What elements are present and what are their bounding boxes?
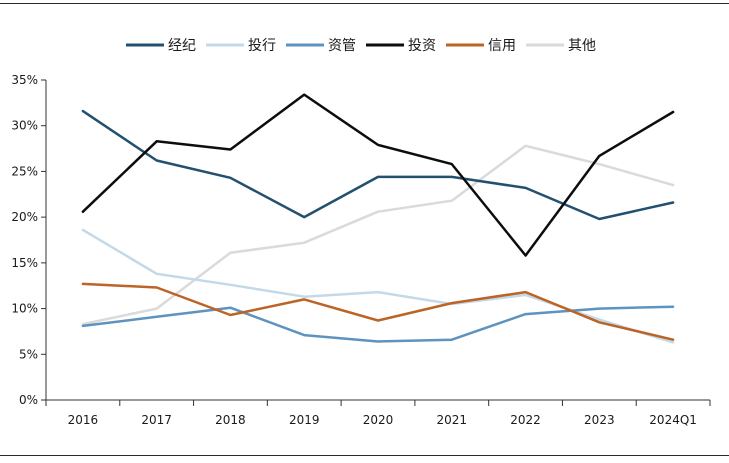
x-tick-label: 2024Q1 <box>649 413 697 427</box>
top-border <box>0 3 729 4</box>
x-tick-label: 2023 <box>584 413 615 427</box>
x-tick-label: 2020 <box>363 413 394 427</box>
y-tick-label: 15% <box>11 256 38 270</box>
y-tick-label: 25% <box>11 164 38 178</box>
y-tick-label: 0% <box>19 393 38 407</box>
x-tick-label: 2021 <box>437 413 468 427</box>
series-line-2 <box>81 228 675 344</box>
legend-label-5: 信用 <box>488 38 516 54</box>
series-line-5 <box>81 282 675 341</box>
legend-label-4: 投资 <box>408 38 436 54</box>
legend-label-2: 投行 <box>248 38 276 54</box>
legend: 经纪 投行 资管 投资 信用 其他 <box>126 38 596 54</box>
series-line-3 <box>81 305 675 343</box>
series-line-6 <box>81 144 675 326</box>
y-tick-label: 30% <box>11 119 38 133</box>
x-tick-label: 2022 <box>510 413 541 427</box>
y-tick-label: 5% <box>19 347 38 361</box>
x-tick-label: 2018 <box>215 413 246 427</box>
series-line-4 <box>81 93 675 257</box>
series-line-1 <box>81 109 675 221</box>
legend-label-6: 其他 <box>568 38 596 54</box>
legend-label-1: 经纪 <box>168 38 196 54</box>
x-tick-label: 2016 <box>68 413 99 427</box>
axes <box>41 79 711 406</box>
x-tick-label: 2019 <box>289 413 320 427</box>
tick-labels: 0% 5% 10% 15% 20% 25% 30% 35% 2016 2017 2018 2019 20… <box>11 73 697 427</box>
bottom-border <box>0 455 729 456</box>
y-tick-label: 10% <box>11 302 38 316</box>
series-lines <box>81 93 675 344</box>
legend-label-3: 资管 <box>328 38 356 54</box>
y-tick-label: 35% <box>11 73 38 87</box>
y-tick-label: 20% <box>11 210 38 224</box>
x-tick-label: 2017 <box>141 413 172 427</box>
